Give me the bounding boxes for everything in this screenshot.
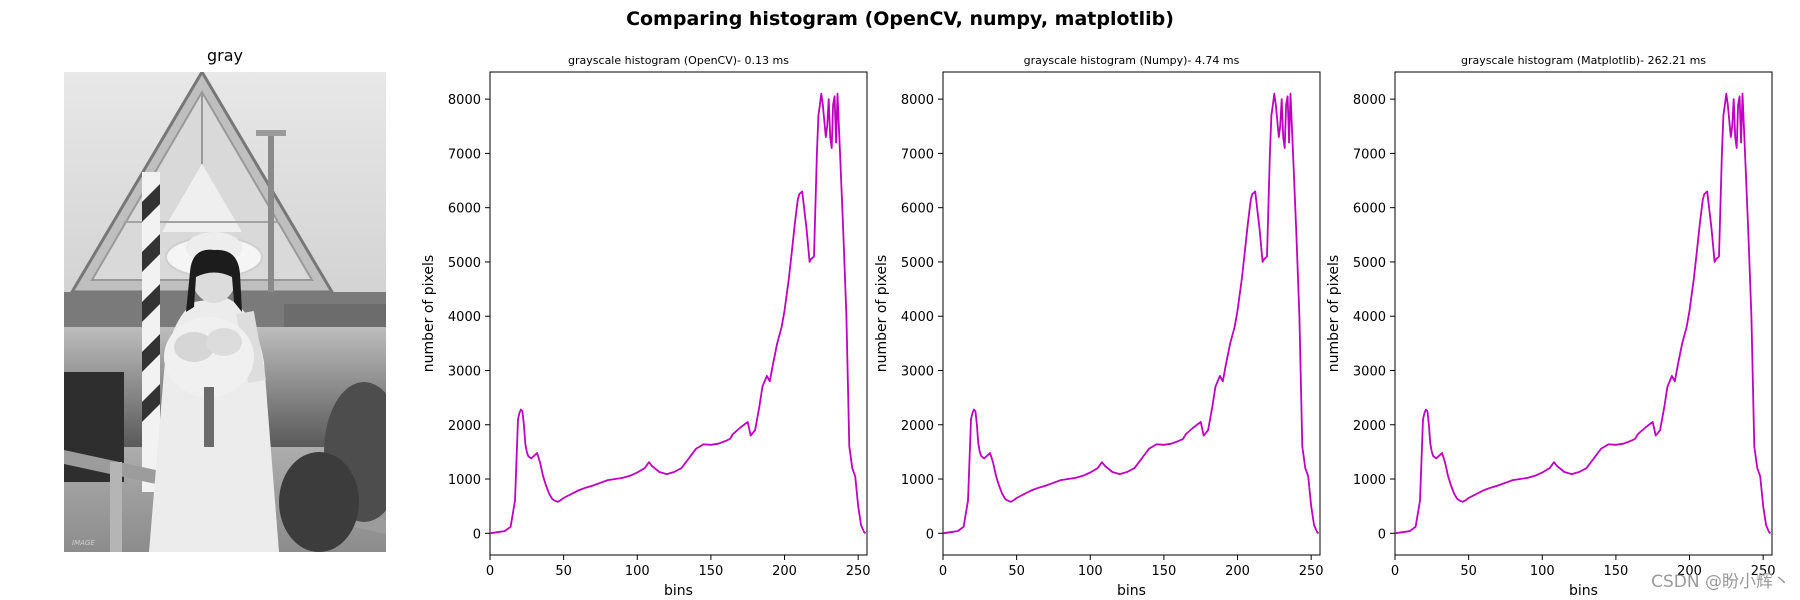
x-tick-label: 50: [555, 564, 572, 579]
y-tick-label: 6000: [1353, 202, 1386, 217]
y-tick-label: 1000: [448, 473, 481, 488]
y-tick-label: 3000: [1353, 364, 1386, 379]
x-tick-label: 200: [1225, 564, 1250, 579]
x-tick-label: 0: [1391, 564, 1399, 579]
histogram-line: [1394, 92, 1772, 535]
y-tick-label: 4000: [1353, 310, 1386, 325]
y-axis-label: number of pixels: [874, 255, 890, 372]
chart-title: grayscale histogram (OpenCV)- 0.13 ms: [568, 54, 789, 67]
x-tick-label: 100: [1530, 564, 1555, 579]
y-tick-label: 7000: [1353, 147, 1386, 162]
y-tick-label: 1000: [901, 473, 934, 488]
x-tick-label: 250: [1751, 564, 1776, 579]
x-tick-label: 150: [1603, 564, 1628, 579]
y-tick-label: 5000: [448, 256, 481, 271]
x-tick-label: 0: [939, 564, 947, 579]
x-tick-label: 150: [1151, 564, 1176, 579]
y-tick-label: 7000: [901, 147, 934, 162]
x-tick-label: 200: [1677, 564, 1702, 579]
y-tick-label: 1000: [1353, 473, 1386, 488]
y-tick-label: 3000: [901, 364, 934, 379]
y-tick-label: 8000: [901, 93, 934, 108]
x-axis-label: bins: [1569, 583, 1598, 599]
chart-title: grayscale histogram (Numpy)- 4.74 ms: [1024, 54, 1240, 67]
x-axis-label: bins: [1117, 583, 1146, 599]
x-tick-label: 50: [1460, 564, 1477, 579]
y-tick-label: 4000: [448, 310, 481, 325]
y-tick-label: 0: [926, 527, 934, 542]
photo-drawing: [64, 72, 386, 552]
y-tick-label: 0: [1378, 527, 1386, 542]
y-tick-label: 5000: [1353, 256, 1386, 271]
y-tick-label: 8000: [448, 93, 481, 108]
x-tick-label: 200: [772, 564, 797, 579]
y-tick-label: 5000: [901, 256, 934, 271]
x-tick-label: 250: [1299, 564, 1324, 579]
grayscale-photo: IMAGE: [64, 72, 386, 552]
axes-frame: [489, 71, 868, 556]
x-tick-label: 0: [486, 564, 494, 579]
figure-title: Comparing histogram (OpenCV, numpy, matp…: [626, 8, 1174, 30]
photo-corner-watermark: IMAGE: [72, 539, 95, 547]
y-tick-label: 4000: [901, 310, 934, 325]
x-tick-label: 100: [1078, 564, 1103, 579]
credit-watermark: CSDN @盼小辉丶: [1651, 572, 1790, 592]
histogram-line: [489, 92, 867, 535]
x-axis-label: bins: [664, 583, 693, 599]
y-tick-label: 6000: [901, 202, 934, 217]
x-tick-label: 100: [625, 564, 650, 579]
axes-frame: [942, 71, 1321, 556]
y-tick-label: 2000: [448, 419, 481, 434]
x-tick-label: 250: [846, 564, 871, 579]
histogram-line: [942, 92, 1320, 535]
y-tick-label: 2000: [901, 419, 934, 434]
y-axis-label: number of pixels: [1326, 255, 1342, 372]
image-title: gray: [206, 46, 243, 65]
y-tick-label: 2000: [1353, 419, 1386, 434]
x-tick-label: 150: [698, 564, 723, 579]
y-tick-label: 8000: [1353, 93, 1386, 108]
y-axis-label: number of pixels: [421, 255, 437, 372]
axes-frame: [1394, 71, 1773, 556]
x-tick-label: 50: [1008, 564, 1025, 579]
y-tick-label: 0: [473, 527, 481, 542]
y-tick-label: 7000: [448, 147, 481, 162]
y-tick-label: 3000: [448, 364, 481, 379]
y-tick-label: 6000: [448, 202, 481, 217]
chart-title: grayscale histogram (Matplotlib)- 262.21…: [1461, 54, 1706, 67]
